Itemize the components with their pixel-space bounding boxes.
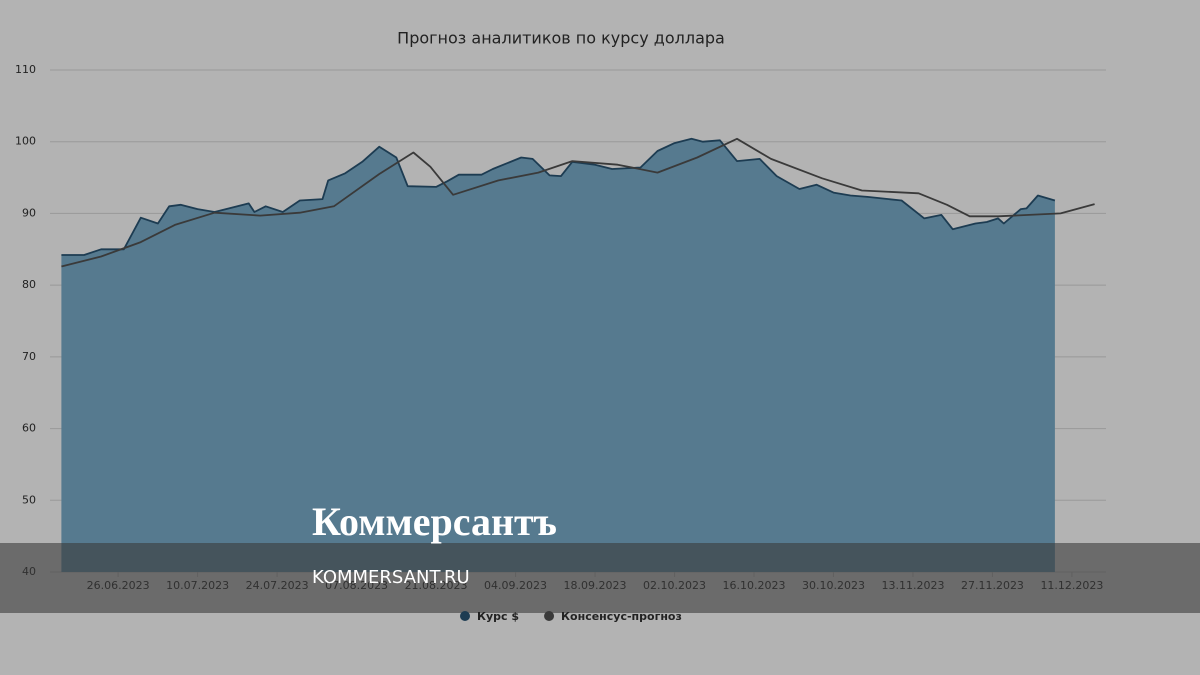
watermark-logo: Коммерсантъ [312,499,557,544]
watermark-site: KOMMERSANT.RU [312,567,470,588]
y-tick-label: 70 [22,350,36,363]
y-tick-label: 100 [15,135,36,148]
legend-label: Консенсус-прогноз [561,610,682,623]
y-tick-label: 80 [22,278,36,291]
area [61,138,1055,573]
line [61,137,1056,256]
y-tick-label: 50 [22,493,36,506]
y-tick-label: 110 [15,63,36,76]
legend-marker [460,611,470,621]
chart-title: Прогноз аналитиков по курсу доллара [397,29,725,48]
watermark-band [0,543,1200,613]
line [61,137,1095,268]
legend-label: Курс $ [477,610,519,623]
y-tick-label: 60 [22,422,36,435]
legend-marker [544,611,555,621]
y-tick-label: 90 [22,206,36,219]
